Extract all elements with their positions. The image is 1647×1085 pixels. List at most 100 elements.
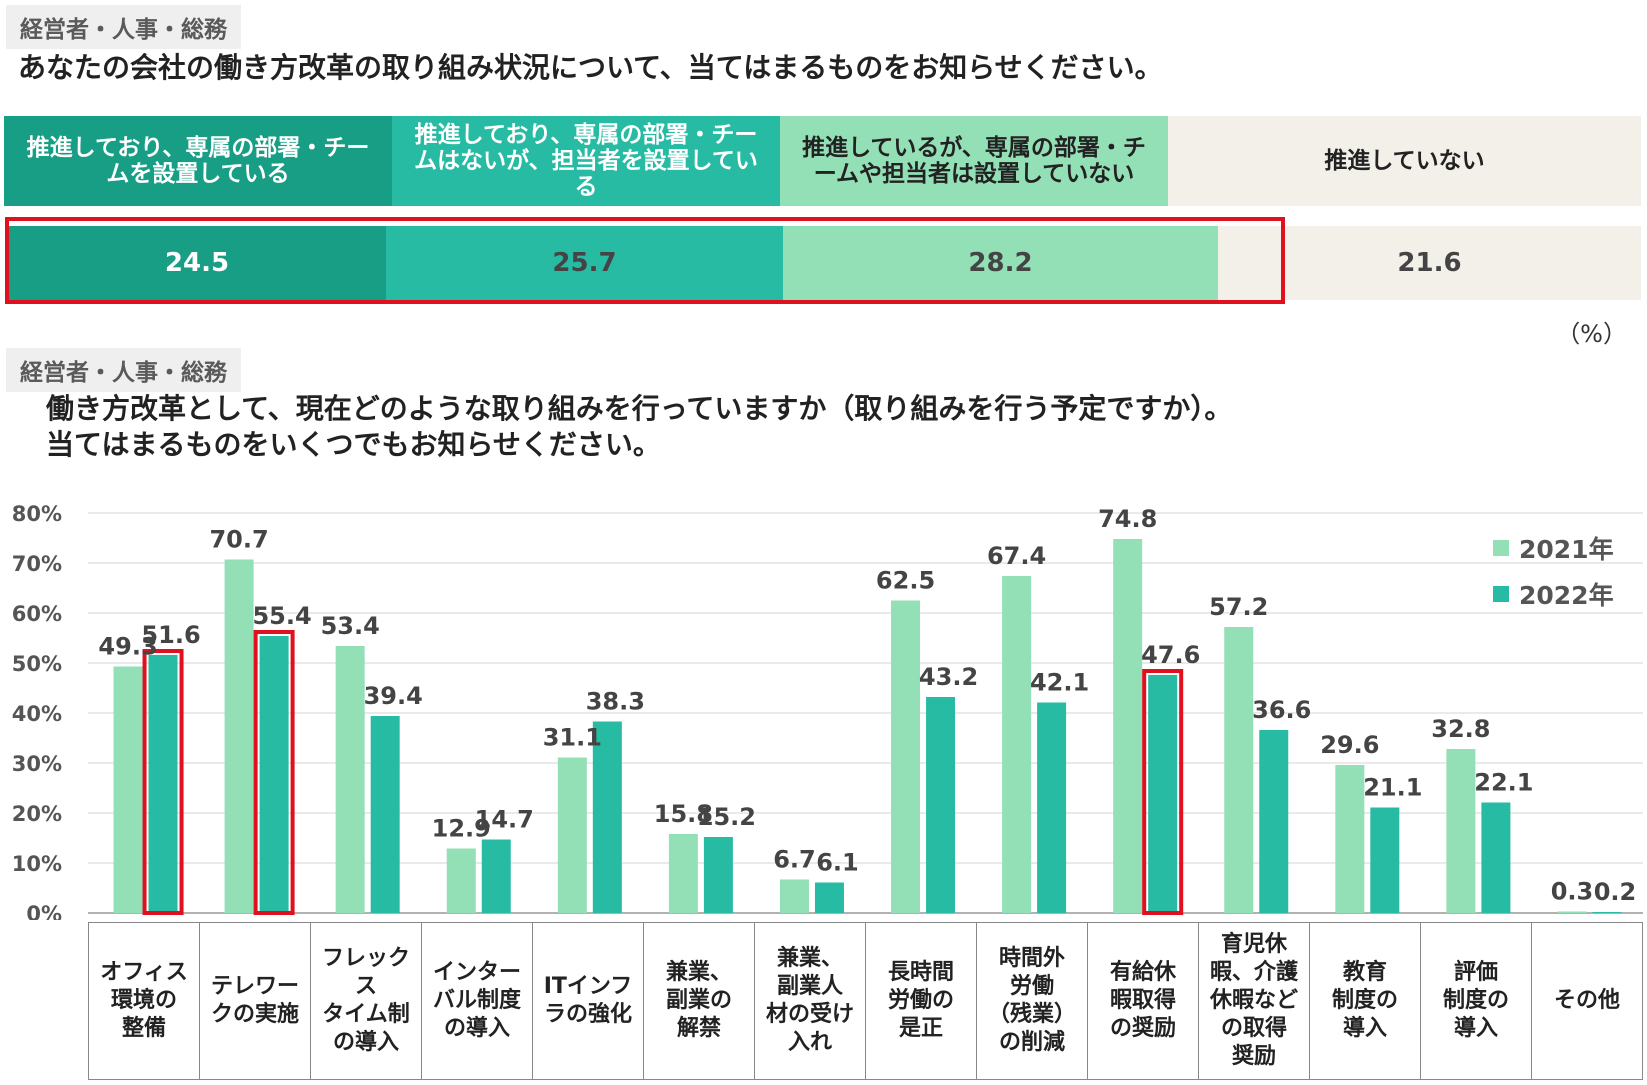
y-tick-label: 0% bbox=[26, 902, 62, 920]
bar-2021 bbox=[1446, 749, 1476, 913]
bar-2021 bbox=[891, 600, 921, 913]
y-tick-label: 20% bbox=[12, 802, 62, 826]
bar-2022 bbox=[1259, 730, 1289, 913]
data-label-2021: 70.7 bbox=[209, 526, 268, 554]
data-label-2021: 67.4 bbox=[987, 542, 1046, 570]
highlight-frame bbox=[5, 217, 1285, 304]
highlight-box bbox=[253, 630, 295, 915]
category-label: 兼業、 副業人 材の受け 入れ bbox=[755, 923, 866, 1079]
data-label-2022: 43.2 bbox=[919, 663, 978, 691]
y-tick-label: 40% bbox=[12, 702, 62, 726]
data-label-2022: 47.6 bbox=[1141, 641, 1200, 669]
data-label-2021: 53.4 bbox=[321, 612, 380, 640]
legend-label-2021: 2021年 bbox=[1519, 535, 1614, 564]
bar-2022 bbox=[703, 837, 733, 913]
header-option-4: 推進していない bbox=[1168, 116, 1641, 206]
legend-2021: 2021年 bbox=[1493, 530, 1614, 566]
data-label-2022: 21.1 bbox=[1363, 774, 1422, 802]
data-label-2022: 0.2 bbox=[1594, 878, 1637, 906]
bar-2021 bbox=[1002, 576, 1032, 913]
category-label: 有給休 暇取得 の奨励 bbox=[1088, 923, 1199, 1079]
bar-2022 bbox=[1592, 912, 1622, 913]
legend-swatch-2021 bbox=[1493, 540, 1509, 556]
data-label-2022: 36.6 bbox=[1252, 696, 1311, 724]
category-label: 兼業、 副業の 解禁 bbox=[644, 923, 755, 1079]
header-option-2: 推進しており、専属の部署・チームはないが、担当者を設置している bbox=[392, 116, 780, 206]
y-tick-label: 80% bbox=[12, 502, 62, 526]
percent-unit-label: （%） bbox=[1556, 320, 1627, 348]
y-tick-label: 30% bbox=[12, 752, 62, 776]
stacked-segment-2: 25.7 bbox=[386, 226, 783, 300]
data-label-2022: 39.4 bbox=[364, 682, 423, 710]
bar-chart: 0% 10% 20% 30% 40% 50% 60% 70% 80% 49.351.6 70.7 55… bbox=[12, 502, 1643, 920]
section2-question-line2: 当てはまるものをいくつでもお知らせください。 bbox=[46, 428, 661, 461]
data-label-2021: 62.5 bbox=[876, 567, 935, 595]
header-option-1: 推進しており、専属の部署・チームを設置している bbox=[4, 116, 392, 206]
data-label-2022: 42.1 bbox=[1030, 669, 1089, 697]
data-label-2021: 57.2 bbox=[1209, 593, 1268, 621]
answer-header-row: 推進しており、専属の部署・チームを設置している 推進しており、専属の部署・チーム… bbox=[4, 116, 1641, 206]
bar-2021 bbox=[224, 559, 254, 913]
bar-2022 bbox=[926, 697, 956, 913]
data-label-2022: 14.7 bbox=[475, 806, 534, 834]
bar-2021 bbox=[668, 834, 698, 913]
bar-2021 bbox=[113, 666, 143, 913]
header-option-3: 推進しているが、専属の部署・チームや担当者は設置していない bbox=[780, 116, 1168, 206]
bar-2022 bbox=[814, 882, 844, 913]
category-label: 育児休 暇、介護 休暇など の取得 奨励 bbox=[1199, 923, 1310, 1079]
data-label-2022: 38.3 bbox=[586, 688, 645, 716]
bar-2021 bbox=[557, 757, 587, 913]
data-label-2021: 6.7 bbox=[773, 846, 816, 874]
legend-swatch-2022 bbox=[1493, 586, 1509, 602]
category-label: オフィス 環境の 整備 bbox=[89, 923, 200, 1079]
data-label-2021: 32.8 bbox=[1431, 715, 1490, 743]
category-label: テレワー クの実施 bbox=[200, 923, 311, 1079]
section2-question-line1: 働き方改革として、現在どのような取り組みを行っていますか（取り組みを行う予定です… bbox=[46, 392, 1233, 425]
stacked-percent-bar: 24.5 25.7 28.2 21.6 bbox=[8, 226, 1641, 300]
bar-2022 bbox=[481, 839, 511, 913]
bar-2022 bbox=[592, 721, 622, 913]
bar-2022 bbox=[1148, 675, 1178, 913]
bar-2022 bbox=[1037, 702, 1067, 913]
data-label-2021: 12.9 bbox=[432, 815, 491, 843]
bar-2022 bbox=[1370, 807, 1400, 913]
data-label-2021: 74.8 bbox=[1098, 505, 1157, 533]
bar-2021 bbox=[335, 646, 365, 913]
stacked-segment-4: 21.6 bbox=[1218, 226, 1641, 300]
bar-2022 bbox=[1481, 802, 1511, 913]
y-tick-label: 10% bbox=[12, 852, 62, 876]
highlight-box bbox=[1142, 669, 1184, 915]
stacked-segment-3: 28.2 bbox=[783, 226, 1218, 300]
category-axis: オフィス 環境の 整備 テレワー クの実施 フレックス タイム制 の導入 インター バ… bbox=[88, 922, 1643, 1080]
legend-label-2022: 2022年 bbox=[1519, 581, 1614, 610]
data-label-2021: 15.8 bbox=[654, 800, 713, 828]
y-tick-label: 60% bbox=[12, 602, 62, 626]
bar-2021 bbox=[1557, 911, 1587, 913]
category-label: 長時間 労働の 是正 bbox=[866, 923, 977, 1079]
y-tick-label: 50% bbox=[12, 652, 62, 676]
category-label: その他 bbox=[1553, 988, 1620, 1013]
section1-tag: 経営者・人事・総務 bbox=[6, 5, 241, 49]
y-tick-label: 70% bbox=[12, 552, 62, 576]
bar-2022 bbox=[148, 655, 178, 913]
highlight-box bbox=[142, 649, 184, 915]
data-label-2022: 22.1 bbox=[1474, 769, 1533, 797]
category-label: インター バル制度 の導入 bbox=[422, 923, 533, 1079]
data-label-2022: 15.2 bbox=[697, 803, 756, 831]
bar-2021 bbox=[446, 848, 476, 913]
data-label-2021: 0.3 bbox=[1551, 878, 1594, 906]
data-label-2022: 6.1 bbox=[816, 849, 859, 877]
section1-question: あなたの会社の働き方改革の取り組み状況について、当てはまるものをお知らせください… bbox=[18, 51, 1163, 84]
category-label: 評価 制度の 導入 bbox=[1421, 923, 1532, 1079]
stacked-segment-1: 24.5 bbox=[8, 226, 386, 300]
data-label-2022: 55.4 bbox=[252, 602, 311, 630]
section2-tag: 経営者・人事・総務 bbox=[6, 348, 241, 392]
data-label-2021: 31.1 bbox=[543, 724, 602, 752]
category-label: 教育 制度の 導入 bbox=[1310, 923, 1421, 1079]
legend-2022: 2022年 bbox=[1493, 576, 1614, 612]
category-label: 時間外 労働 （残業） の削減 bbox=[977, 923, 1088, 1079]
bar-2021 bbox=[1335, 765, 1365, 913]
bar-2022 bbox=[370, 716, 400, 913]
category-label: フレックス タイム制 の導入 bbox=[311, 923, 422, 1079]
bar-2021 bbox=[1224, 627, 1254, 913]
